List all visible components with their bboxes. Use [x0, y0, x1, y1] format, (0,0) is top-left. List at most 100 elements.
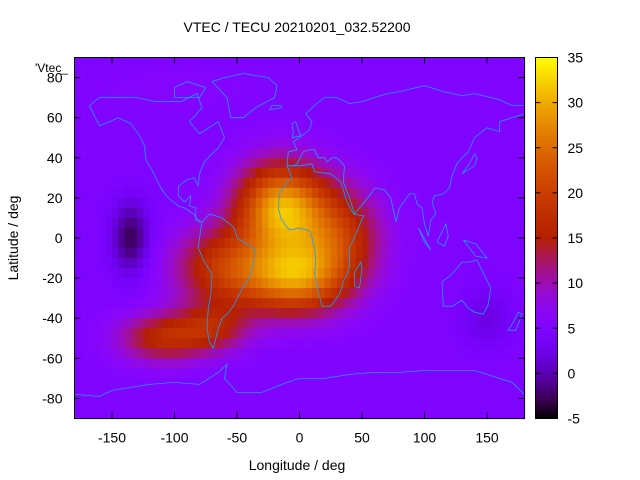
heatmap-cell	[137, 107, 144, 119]
heatmap-cell	[224, 147, 232, 159]
heatmap-cell	[330, 388, 338, 400]
heatmap-cell	[193, 67, 201, 79]
heatmap-cell	[293, 328, 301, 339]
heatmap-cell	[262, 107, 269, 119]
heatmap-cell	[430, 177, 438, 189]
heatmap-cell	[118, 97, 126, 109]
heatmap-cell	[480, 328, 488, 339]
heatmap-cell	[455, 258, 463, 269]
heatmap-cell	[237, 408, 244, 420]
heatmap-cell	[424, 107, 432, 119]
heatmap-cell	[143, 197, 151, 209]
heatmap-cell	[518, 408, 526, 420]
heatmap-cell	[324, 318, 332, 329]
heatmap-cell	[155, 227, 163, 239]
heatmap-cell	[162, 177, 169, 189]
heatmap-cell	[243, 197, 251, 209]
heatmap-cell	[118, 268, 126, 279]
heatmap-cell	[312, 97, 319, 109]
heatmap-cell	[424, 97, 432, 109]
heatmap-cell	[287, 127, 294, 139]
heatmap-cell	[368, 77, 376, 89]
heatmap-cell	[230, 368, 238, 379]
heatmap-cell	[149, 328, 157, 339]
heatmap-cell	[518, 87, 526, 99]
heatmap-cell	[249, 57, 257, 69]
heatmap-cell	[405, 117, 413, 129]
heatmap-cell	[512, 368, 519, 379]
heatmap-cell	[199, 127, 207, 139]
heatmap-cell	[262, 167, 269, 179]
heatmap-cell	[93, 368, 101, 379]
heatmap-cell	[74, 328, 82, 339]
heatmap-cell	[218, 268, 226, 279]
heatmap-cell	[462, 77, 469, 89]
heatmap-cell	[393, 117, 401, 129]
heatmap-cell	[330, 127, 338, 139]
heatmap-cell	[212, 137, 219, 149]
heatmap-cell	[324, 328, 332, 339]
x-tick-label: -50	[227, 430, 247, 446]
heatmap-cell	[480, 217, 488, 229]
heatmap-cell	[255, 258, 263, 269]
heatmap-cell	[87, 388, 94, 400]
heatmap-cell	[280, 238, 288, 249]
heatmap-cell	[305, 117, 313, 129]
heatmap-cell	[293, 308, 301, 319]
heatmap-cell	[393, 398, 401, 410]
heatmap-cell	[137, 147, 144, 159]
heatmap-cell	[143, 298, 151, 309]
heatmap-cell	[405, 268, 413, 279]
heatmap-cell	[312, 57, 319, 69]
heatmap-cell	[349, 67, 357, 79]
heatmap-cell	[112, 187, 119, 199]
heatmap-cell	[180, 398, 188, 410]
heatmap-cell	[230, 77, 238, 89]
heatmap-cell	[287, 157, 294, 169]
heatmap-cell	[293, 147, 301, 159]
heatmap-cell	[418, 388, 426, 400]
heatmap-cell	[387, 318, 394, 329]
heatmap-cell	[349, 378, 357, 390]
heatmap-cell	[162, 278, 169, 289]
heatmap-cell	[93, 127, 101, 139]
heatmap-cell	[430, 408, 438, 420]
heatmap-cell	[387, 117, 394, 129]
heatmap-cell	[418, 87, 426, 99]
heatmap-cell	[280, 268, 288, 279]
coastline	[211, 73, 278, 119]
heatmap-cell	[380, 157, 388, 169]
heatmap-cell	[412, 278, 419, 289]
heatmap-cell	[380, 227, 388, 239]
heatmap-cell	[405, 67, 413, 79]
heatmap-cell	[80, 97, 88, 109]
heatmap-cell	[412, 227, 419, 239]
heatmap-cell	[143, 308, 151, 319]
heatmap-cell	[193, 57, 201, 69]
heatmap-cell	[193, 197, 201, 209]
heatmap-cell	[293, 278, 301, 289]
heatmap-cell	[155, 57, 163, 69]
heatmap-cell	[255, 177, 263, 189]
heatmap-cell	[212, 157, 219, 169]
heatmap-cell	[380, 378, 388, 390]
heatmap-cell	[87, 328, 94, 339]
heatmap-cell	[318, 248, 326, 259]
heatmap-cell	[137, 187, 144, 199]
heatmap-cell	[124, 107, 132, 119]
heatmap-cell	[480, 288, 488, 299]
heatmap-cell	[312, 227, 319, 239]
heatmap-cell	[387, 97, 394, 109]
coastline	[286, 85, 525, 166]
heatmap-cell	[468, 368, 476, 379]
heatmap-cell	[255, 408, 263, 420]
heatmap-cell	[130, 368, 138, 379]
heatmap-cell	[468, 167, 476, 179]
heatmap-cell	[168, 157, 176, 169]
heatmap-cell	[493, 358, 501, 369]
heatmap-cell	[393, 167, 401, 179]
heatmap-cell	[237, 97, 244, 109]
heatmap-cell	[224, 157, 232, 169]
heatmap-cell	[255, 388, 263, 400]
heatmap-cell	[512, 338, 519, 349]
